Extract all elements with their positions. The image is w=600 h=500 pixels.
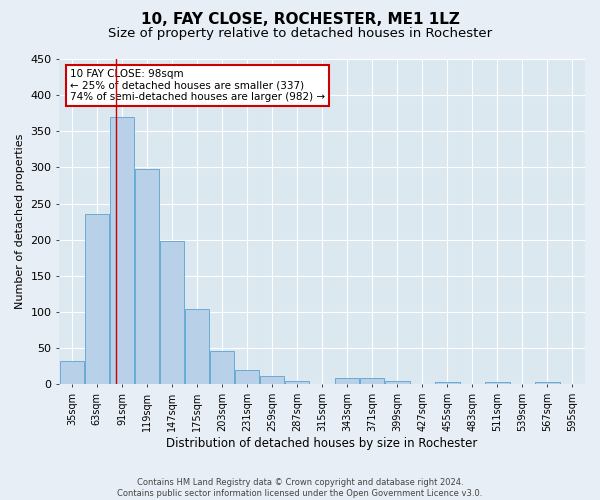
Bar — [185, 309, 209, 384]
Bar — [285, 381, 310, 384]
Bar — [235, 370, 259, 384]
Bar — [260, 376, 284, 384]
Bar — [385, 381, 410, 384]
Bar — [110, 117, 134, 384]
Text: 10, FAY CLOSE, ROCHESTER, ME1 1LZ: 10, FAY CLOSE, ROCHESTER, ME1 1LZ — [140, 12, 460, 28]
Bar — [335, 378, 359, 384]
Bar — [160, 241, 184, 384]
Bar — [435, 382, 460, 384]
Bar — [485, 382, 509, 384]
Bar — [59, 360, 84, 384]
Bar — [360, 378, 385, 384]
Text: Size of property relative to detached houses in Rochester: Size of property relative to detached ho… — [108, 28, 492, 40]
Text: 10 FAY CLOSE: 98sqm
← 25% of detached houses are smaller (337)
74% of semi-detac: 10 FAY CLOSE: 98sqm ← 25% of detached ho… — [70, 69, 325, 102]
Y-axis label: Number of detached properties: Number of detached properties — [15, 134, 25, 310]
Bar — [134, 169, 159, 384]
Bar — [535, 382, 560, 384]
Bar — [210, 351, 234, 384]
Text: Contains HM Land Registry data © Crown copyright and database right 2024.
Contai: Contains HM Land Registry data © Crown c… — [118, 478, 482, 498]
X-axis label: Distribution of detached houses by size in Rochester: Distribution of detached houses by size … — [166, 437, 478, 450]
Bar — [85, 214, 109, 384]
